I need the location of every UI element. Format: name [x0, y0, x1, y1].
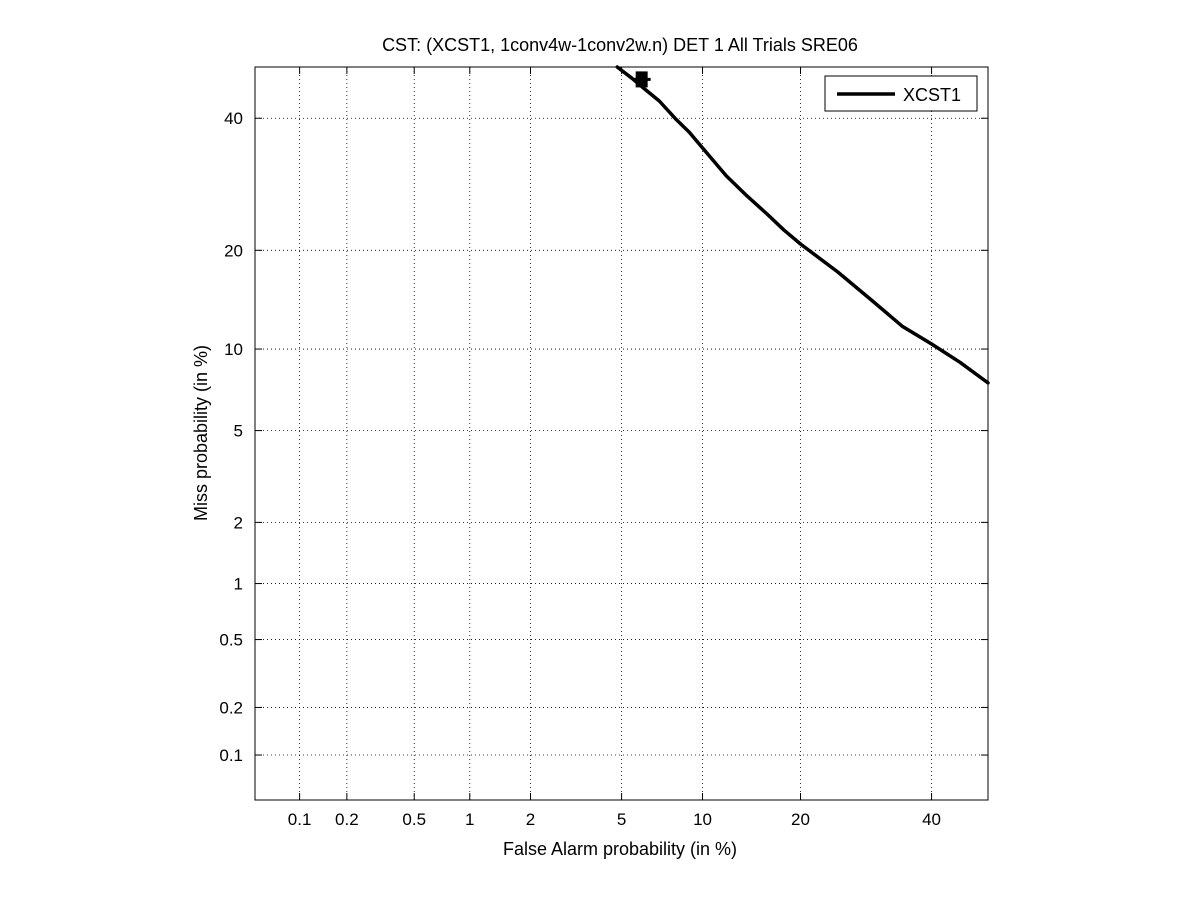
- series-layer: [615, 65, 990, 385]
- x-tick-label: 10: [693, 810, 712, 829]
- y-tick-label: 10: [224, 340, 243, 359]
- x-tick-label: 0.1: [288, 810, 312, 829]
- x-tick-label: 0.2: [335, 810, 359, 829]
- series-line-xcst1: [615, 65, 990, 385]
- legend: XCST1: [824, 75, 978, 112]
- y-tick-label: 0.1: [219, 746, 243, 765]
- chart-title: CST: (XCST1, 1conv4w-1conv2w.n) DET 1 Al…: [382, 35, 858, 55]
- x-tick-label: 0.5: [402, 810, 426, 829]
- x-tick-label: 20: [791, 810, 810, 829]
- y-axis-label: Miss probability (in %): [191, 345, 211, 521]
- x-tick-label: 2: [526, 810, 535, 829]
- x-tick-label: 5: [617, 810, 626, 829]
- x-axis-label: False Alarm probability (in %): [503, 839, 737, 859]
- y-tick-label: 20: [224, 241, 243, 260]
- y-tick-label: 5: [234, 422, 243, 441]
- y-tick-label: 0.2: [219, 698, 243, 717]
- grid: [255, 67, 988, 800]
- x-tick-label: 1: [465, 810, 474, 829]
- y-tick-label: 0.5: [219, 631, 243, 650]
- plot-area: [254, 66, 989, 801]
- y-tick-label: 1: [234, 575, 243, 594]
- y-tick-label: 40: [224, 109, 243, 128]
- x-tick-label: 40: [922, 810, 941, 829]
- y-tick-label: 2: [234, 513, 243, 532]
- legend-label-xcst1: XCST1: [903, 85, 961, 105]
- y-axis-ticks: 0.1 0.2 0.5 1 2 5 10 20 40: [219, 109, 988, 765]
- x-axis-ticks: 0.1 0.2 0.5 1 2 5 10 20 40: [288, 67, 941, 829]
